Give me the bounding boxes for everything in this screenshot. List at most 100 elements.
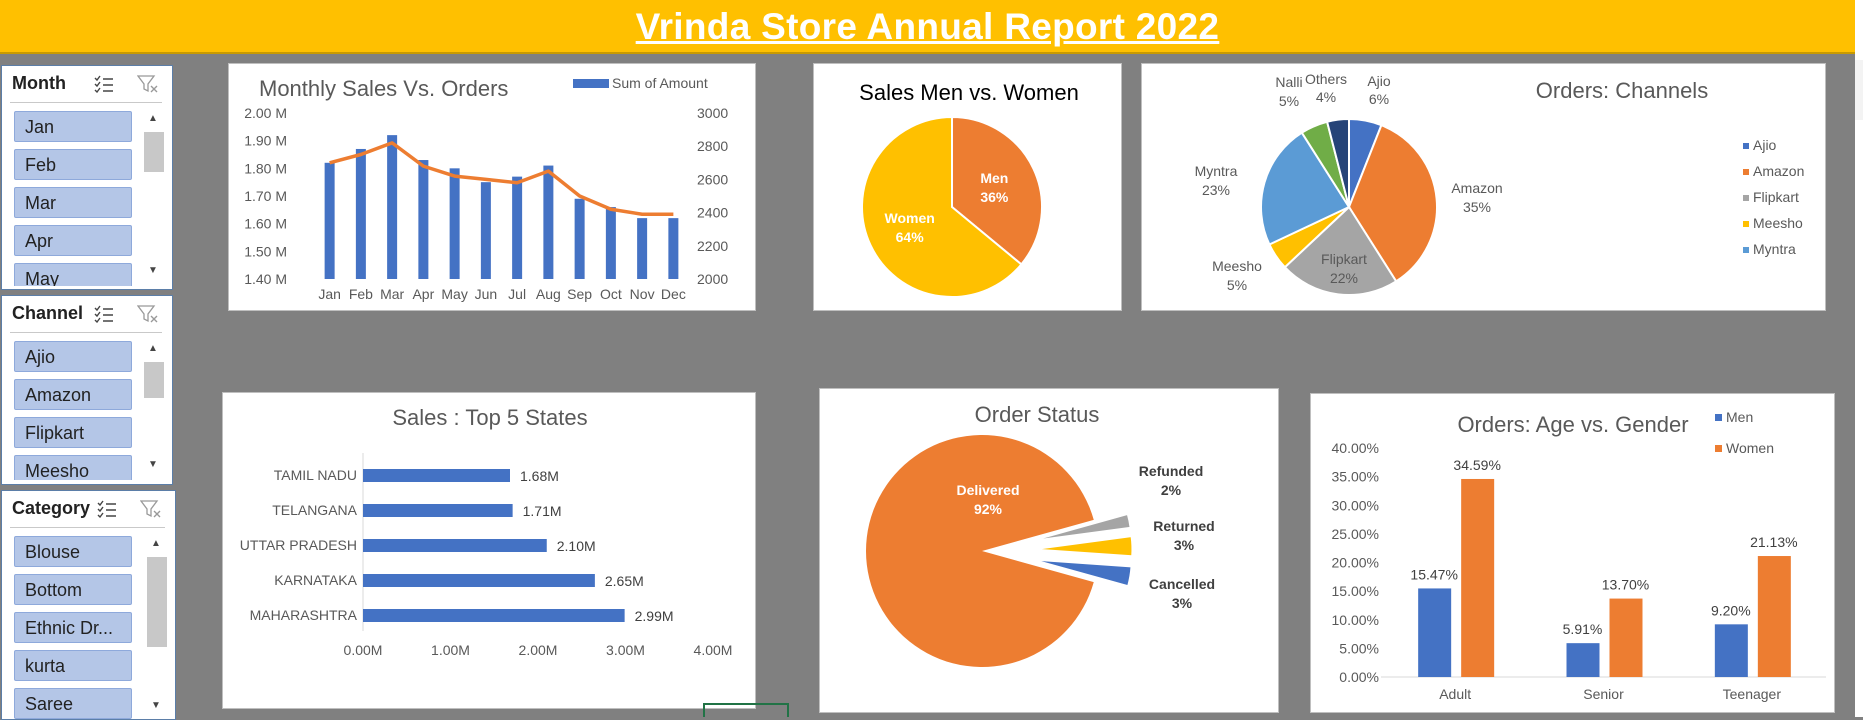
chevron-up-icon[interactable]: ▲ — [151, 538, 161, 549]
multi-select-icon[interactable] — [97, 500, 117, 518]
slicer-scrollbar[interactable]: ▲ ▼ — [145, 535, 167, 715]
slice-label: Cancelled — [1149, 576, 1215, 592]
slicer-items: Blouse Bottom Ethnic Dr... kurta Saree — [2, 535, 175, 719]
bar-state — [363, 469, 510, 482]
channel-slicer: Channel Ajio Amazon Flipkart Meesho ▲ ▼ — [1, 295, 173, 485]
scroll-thumb[interactable] — [144, 362, 164, 398]
bar-sales — [324, 162, 335, 279]
chevron-down-icon[interactable]: ▼ — [148, 265, 158, 276]
bar-men — [1566, 643, 1600, 677]
slicer-scrollbar[interactable]: ▲ ▼ — [142, 110, 164, 280]
slice-percent: 3% — [1172, 595, 1193, 611]
bar-sales — [668, 218, 679, 279]
scroll-thumb[interactable] — [144, 132, 164, 172]
slicer-items: Ajio Amazon Flipkart Meesho — [2, 340, 172, 480]
pie-slice — [951, 115, 1043, 266]
slice-label: Others — [1305, 71, 1347, 87]
y-tick-left: 1.80 M — [244, 160, 287, 176]
slice-percent: 5% — [1279, 93, 1299, 109]
y-tick: 30.00% — [1332, 497, 1379, 513]
slicer-scrollbar[interactable]: ▲ ▼ — [142, 340, 164, 474]
bar-sales — [418, 160, 429, 279]
slicer-item-category[interactable]: Blouse — [14, 536, 132, 567]
age-gender-svg: Orders: Age vs. Gender Men Women 0.00% 5.00%… — [1332, 409, 1826, 702]
chevron-down-icon[interactable]: ▼ — [151, 700, 161, 711]
y-tick-left: 1.90 M — [244, 133, 287, 149]
selected-cell[interactable] — [703, 703, 789, 717]
slicer-item-category[interactable]: Bottom — [14, 574, 132, 605]
y-category: KARNATAKA — [274, 572, 357, 588]
bar-value: 9.20% — [1711, 602, 1751, 618]
bar-sales — [637, 218, 648, 279]
x-tick: Aug — [536, 286, 561, 302]
clear-filter-icon[interactable] — [137, 304, 159, 324]
slicer-item-channel[interactable]: Flipkart — [14, 417, 132, 448]
monthly-sales-chart[interactable]: Monthly Sales Vs. Orders Sum of Amount 1.4… — [228, 63, 756, 311]
clear-filter-icon[interactable] — [137, 74, 159, 94]
chevron-up-icon[interactable]: ▲ — [148, 343, 158, 354]
y-tick: 40.00% — [1332, 440, 1379, 456]
x-tick: Sep — [567, 286, 592, 302]
slice-label: Women — [884, 210, 934, 226]
top-states-chart[interactable]: Sales : Top 5 States TAMIL NADU 1.68M TELAN… — [222, 392, 756, 709]
legend-swatch — [1743, 195, 1749, 201]
slicer-item-channel[interactable]: Amazon — [14, 379, 132, 410]
scroll-thumb[interactable] — [147, 557, 167, 647]
chevron-up-icon[interactable]: ▲ — [148, 113, 158, 124]
x-tick: Nov — [630, 286, 655, 302]
slicer-item-month[interactable]: Apr — [14, 225, 132, 256]
slicer-item-month[interactable]: Mar — [14, 187, 132, 218]
x-tick: Adult — [1439, 686, 1471, 702]
slicer-item-channel[interactable]: Meesho — [14, 455, 132, 480]
order-status-chart[interactable]: Order Status Delivered 92% Refunded 2% Return… — [819, 388, 1279, 713]
bar-value: 2.65M — [605, 573, 644, 589]
bar-sales — [574, 198, 585, 279]
month-slicer: Month Jan Feb Mar Apr May ▲ ▼ — [1, 65, 173, 290]
x-tick: Jun — [475, 286, 498, 302]
bar-sales — [605, 207, 616, 279]
report-banner: Vrinda Store Annual Report 2022 — [0, 0, 1855, 54]
x-tick: Mar — [380, 286, 404, 302]
clear-filter-icon[interactable] — [140, 499, 162, 519]
slicer-item-category[interactable]: Ethnic Dr... — [14, 612, 132, 643]
multi-select-icon[interactable] — [94, 75, 114, 93]
legend-swatch — [573, 79, 609, 88]
y-category: UTTAR PRADESH — [240, 537, 357, 553]
pie-slice — [1347, 123, 1438, 283]
legend-label: Myntra — [1753, 241, 1796, 257]
slice-percent: 5% — [1227, 277, 1247, 293]
chevron-down-icon[interactable]: ▼ — [148, 459, 158, 470]
slicer-item-channel[interactable]: Ajio — [14, 341, 132, 372]
bar-men — [1714, 624, 1748, 677]
slicer-item-category[interactable]: kurta — [14, 650, 132, 681]
legend-swatch — [1743, 221, 1749, 227]
bar-sales — [355, 148, 366, 279]
legend-label: Meesho — [1753, 215, 1803, 231]
y-tick: 20.00% — [1332, 555, 1379, 571]
sales-gender-chart[interactable]: Sales Men vs. Women Men 36% Women 64% — [813, 63, 1122, 311]
pie-slice — [861, 115, 1023, 298]
report-title: Vrinda Store Annual Report 2022 — [635, 6, 1220, 47]
y-tick: 5.00% — [1339, 640, 1379, 656]
orders-channels-chart[interactable]: Orders: Channels Ajio 6% Amazon 35% Flipkart 2… — [1141, 63, 1826, 311]
category-slicer: Category Blouse Bottom Ethnic Dr... kurta Sa… — [1, 490, 176, 720]
slice-percent: 35% — [1463, 199, 1491, 215]
y-tick: 25.00% — [1332, 526, 1379, 542]
bar-sales — [480, 182, 491, 279]
chart-title: Orders: Age vs. Gender — [1457, 412, 1688, 437]
multi-select-icon[interactable] — [94, 305, 114, 323]
slicer-item-category[interactable]: Saree — [14, 688, 132, 719]
age-gender-chart[interactable]: Orders: Age vs. Gender Men Women 0.00% 5.00%… — [1310, 393, 1835, 713]
y-tick-left: 1.40 M — [244, 271, 287, 287]
bar-state — [363, 609, 625, 622]
slicer-item-month[interactable]: Feb — [14, 149, 132, 180]
y-tick-right: 2600 — [697, 171, 728, 187]
orders-line — [329, 141, 674, 217]
slicer-items: Jan Feb Mar Apr May — [2, 110, 172, 286]
x-tick: 1.00M — [431, 642, 470, 658]
slicer-item-month[interactable]: Jan — [14, 111, 132, 142]
slice-label: Refunded — [1139, 463, 1204, 479]
y-tick: 0.00% — [1339, 669, 1379, 685]
slicer-item-month[interactable]: May — [14, 263, 132, 286]
slice-label: Men — [980, 170, 1008, 186]
